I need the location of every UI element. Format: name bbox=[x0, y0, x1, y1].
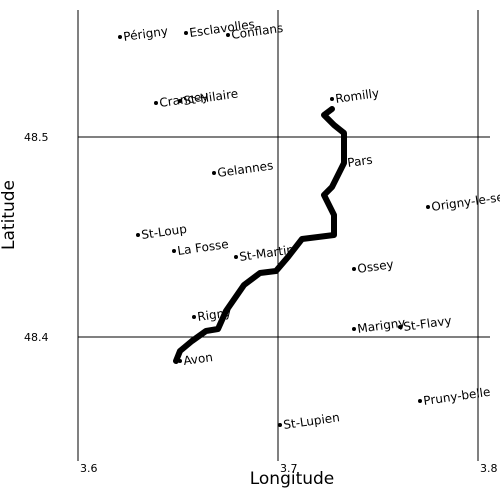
city-label: St-Loup bbox=[140, 222, 187, 242]
city-marker bbox=[212, 171, 216, 175]
city-marker bbox=[226, 33, 230, 37]
city-label: Gelannes bbox=[216, 158, 274, 180]
city-marker bbox=[352, 327, 356, 331]
city-marker bbox=[352, 267, 356, 271]
city-label: Rigny bbox=[196, 305, 232, 324]
city-marker bbox=[426, 205, 430, 209]
river-line bbox=[173, 106, 347, 364]
city-label: La Fosse bbox=[176, 237, 229, 258]
city-points: Périgny EsclavollesConflansCranceySt-Hila… bbox=[118, 17, 500, 432]
x-tick-label: 3.7 bbox=[280, 462, 298, 475]
city-label: Marigny bbox=[356, 315, 406, 336]
city-marker bbox=[398, 325, 402, 329]
city-label: St-Flavy bbox=[402, 313, 452, 334]
x-axis-label: Longitude bbox=[250, 469, 335, 489]
city-label: St-Lupien bbox=[282, 410, 340, 432]
city-label: St-Hilaire bbox=[182, 86, 239, 108]
city-marker bbox=[278, 423, 282, 427]
y-tick-label: 48.5 bbox=[24, 131, 49, 144]
grid-lines bbox=[78, 10, 490, 461]
city-label: Pars bbox=[346, 153, 373, 170]
city-marker bbox=[178, 99, 182, 103]
city-label: Crancey bbox=[158, 89, 209, 110]
x-tick-label: 3.8 bbox=[480, 462, 498, 475]
city-marker bbox=[136, 233, 140, 237]
city-marker bbox=[192, 315, 196, 319]
city-marker bbox=[234, 255, 238, 259]
river-path bbox=[173, 106, 347, 364]
city-marker bbox=[418, 399, 422, 403]
city-label: Ossey bbox=[356, 257, 394, 276]
city-marker bbox=[184, 31, 188, 35]
city-label: Origny-le-sec bbox=[430, 189, 500, 214]
city-label: Romilly bbox=[334, 86, 379, 106]
y-tick-label: 48.4 bbox=[24, 331, 49, 344]
city-marker bbox=[118, 35, 122, 39]
city-marker bbox=[154, 101, 158, 105]
city-label: Avon bbox=[182, 350, 213, 368]
tick-labels: 3.6 3.7 3.8 48.4 48.5 bbox=[24, 131, 498, 475]
city-label: Pruny-belle bbox=[422, 385, 491, 408]
x-tick-label: 3.6 bbox=[80, 462, 98, 475]
city-marker bbox=[172, 249, 176, 253]
city-marker bbox=[178, 359, 182, 363]
y-axis-label: Latitude bbox=[0, 180, 19, 250]
city-label: Périgny bbox=[122, 24, 168, 44]
city-marker bbox=[342, 161, 346, 165]
city-marker bbox=[330, 97, 334, 101]
